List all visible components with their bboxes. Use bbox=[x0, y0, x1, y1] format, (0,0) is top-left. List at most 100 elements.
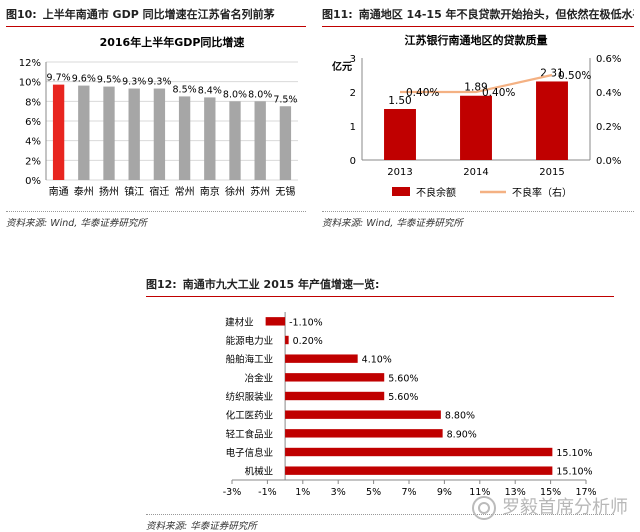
chart2-bar-label: 1.50 bbox=[388, 95, 411, 107]
chart2-line-label: 0.50% bbox=[558, 70, 591, 82]
chart1-ytick-label: 8% bbox=[25, 97, 41, 108]
chart1-data-label: 8.0% bbox=[223, 89, 247, 100]
chart3-bar bbox=[285, 373, 385, 382]
chart3-xtick-label: 3% bbox=[331, 487, 346, 498]
chart3-value-label: 0.20% bbox=[293, 336, 323, 347]
chart1-data-label: 9.3% bbox=[122, 77, 146, 88]
chart2-ytick-label: 1 bbox=[350, 122, 356, 133]
chart1-bar bbox=[178, 96, 191, 180]
chart1-ytick-label: 10% bbox=[19, 78, 41, 89]
chart2-category-label: 2015 bbox=[539, 167, 564, 178]
chart1-ytick-label: 4% bbox=[25, 137, 41, 148]
chart1-category-label: 常州 bbox=[175, 185, 195, 198]
chart3-category-label: 电子信息业 bbox=[226, 447, 274, 459]
fig12-number: 图12: bbox=[146, 278, 177, 291]
chart2-line-label: 0.40% bbox=[482, 87, 515, 99]
chart3-category-label: 能源电力业 bbox=[226, 335, 274, 347]
chart1-data-label: 7.5% bbox=[273, 94, 297, 105]
chart3-category-label: 冶金业 bbox=[245, 372, 274, 384]
chart1-category-label: 徐州 bbox=[225, 185, 245, 198]
chart1-data-label: 9.7% bbox=[47, 73, 71, 84]
chart1-category-label: 无锡 bbox=[275, 185, 295, 198]
watermark-text: 罗毅首席分析师 bbox=[502, 497, 628, 518]
chart2-title: 江苏银行南通地区的贷款质量 bbox=[405, 33, 548, 47]
chart1-category-label: 苏州 bbox=[250, 185, 270, 198]
chart1-title: 2016年上半年GDP同比增速 bbox=[100, 35, 245, 49]
chart3-bar bbox=[285, 429, 443, 438]
gdp-growth-chart: 2016年上半年GDP同比增速 0% 2% 4% 6% 8% 10% 12% 9.7% 南通 9.6… bbox=[19, 35, 298, 198]
chart3-bar bbox=[285, 354, 358, 363]
chart3-xtick-label: 5% bbox=[366, 487, 381, 498]
chart1-ytick-label: 2% bbox=[25, 156, 41, 167]
chart1-category-label: 宿迁 bbox=[149, 185, 169, 198]
chart2-line-label: 0.40% bbox=[406, 87, 439, 99]
chart3-bar bbox=[285, 447, 553, 457]
chart1-bar bbox=[279, 106, 292, 180]
chart1-bar bbox=[103, 86, 115, 180]
chart3-xtick-label: -3% bbox=[223, 487, 242, 498]
chart1-data-label: 8.0% bbox=[248, 89, 272, 100]
chart3-xtick-label: 9% bbox=[437, 487, 452, 498]
chart1-data-label: 8.4% bbox=[198, 85, 222, 96]
chart3-category-label: 化工医药业 bbox=[226, 410, 274, 422]
chart2-legend-bar-swatch bbox=[392, 187, 410, 196]
chart3-bar bbox=[285, 391, 385, 401]
chart1-data-label: 8.5% bbox=[173, 84, 197, 95]
chart3-xtick-label: 11% bbox=[469, 487, 490, 498]
chart1-category-label: 扬州 bbox=[99, 185, 119, 198]
industry-growth-chart: -3% -1% 1% 3% 5% 7% 9% 11% 13% 15% 17% 建材业 -1.10% 能源电… bbox=[223, 312, 597, 498]
chart2-category-label: 2013 bbox=[387, 167, 412, 178]
chart3-bar bbox=[285, 410, 441, 419]
chart1-bar bbox=[128, 88, 140, 180]
chart2-legend-line-label: 不良率（右） bbox=[512, 186, 572, 199]
chart1-ytick-label: 0% bbox=[25, 176, 41, 187]
chart2-series-line bbox=[400, 73, 553, 94]
chart1-category-label: 镇江 bbox=[124, 185, 144, 198]
watermark: 罗毅首席分析师 bbox=[472, 493, 628, 520]
chart1-data-label: 9.6% bbox=[72, 74, 96, 85]
fig11-number: 图11: bbox=[322, 8, 353, 21]
chart3-value-label: 8.90% bbox=[447, 429, 477, 440]
chart3-category-label: 机械业 bbox=[245, 466, 274, 478]
chart2-y2tick-label: 0.6% bbox=[596, 54, 621, 65]
chart1-category-label: 南通 bbox=[49, 185, 69, 198]
chart1-data-label: 9.3% bbox=[147, 77, 171, 88]
chart3-category-label: 建材业 bbox=[225, 316, 254, 328]
chart2-bar bbox=[460, 95, 492, 160]
chart1-category-label: 南京 bbox=[200, 185, 220, 198]
watermark-logo-icon bbox=[472, 496, 496, 520]
chart2-category-label: 2014 bbox=[463, 167, 488, 178]
chart1-bar bbox=[229, 101, 241, 180]
chart3-category-label: 纺织服装业 bbox=[226, 391, 274, 403]
chart3-value-label: 15.10% bbox=[556, 467, 592, 478]
chart2-y2tick-label: 0.0% bbox=[596, 156, 621, 167]
chart3-xtick-label: 13% bbox=[505, 487, 526, 498]
chart2-ytick-label: 3 bbox=[350, 54, 356, 65]
chart1-bar bbox=[78, 85, 90, 180]
chart2-ytick-label: 0 bbox=[350, 156, 356, 167]
chart3-category-label: 船舶海工业 bbox=[226, 354, 274, 366]
chart3-value-label: 15.10% bbox=[556, 448, 592, 459]
chart3-value-label: 5.60% bbox=[388, 373, 418, 384]
fig11-header-text: 南通地区 14-15 年不良贷款开始抬头，但依然在极低水平 bbox=[358, 8, 634, 21]
chart2-legend-bar-label: 不良余额 bbox=[416, 186, 456, 199]
chart3-bar bbox=[285, 466, 553, 475]
chart1-bar bbox=[204, 97, 216, 180]
chart3-value-label: 4.10% bbox=[362, 355, 392, 366]
chart3-xtick-label: 17% bbox=[575, 487, 596, 498]
chart3-value-label: 8.80% bbox=[445, 411, 475, 422]
chart1-data-label: 9.5% bbox=[97, 75, 121, 86]
fig11-source: 资料来源: Wind, 华泰证券研究所 bbox=[322, 211, 634, 229]
chart1-bar bbox=[153, 88, 166, 180]
chart3-xtick-label: 1% bbox=[295, 487, 310, 498]
chart1-category-label: 泰州 bbox=[74, 185, 94, 198]
chart3-bar bbox=[265, 317, 286, 326]
chart2-bar bbox=[384, 109, 416, 160]
chart1-ytick-label: 12% bbox=[19, 58, 41, 69]
fig10-number: 图10: bbox=[6, 8, 37, 21]
chart2-bar bbox=[536, 81, 568, 160]
chart3-value-label: 5.60% bbox=[388, 392, 418, 403]
chart3-xtick-label: -1% bbox=[258, 487, 277, 498]
fig10-header: 图10: 上半年南通市 GDP 同比增速在江苏省名列前茅 bbox=[6, 4, 306, 27]
